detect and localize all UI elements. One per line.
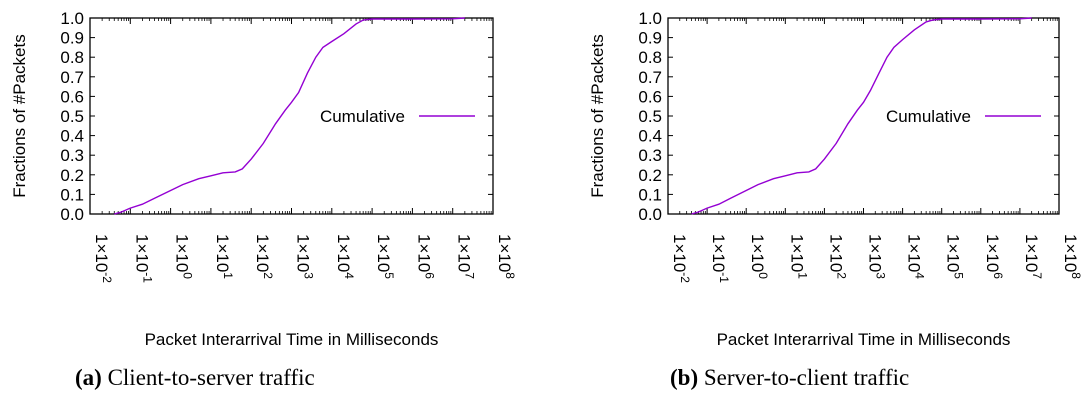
y-tick-label: 0.0 (638, 205, 662, 224)
y-tick-label: 0.8 (60, 48, 84, 67)
chart-b: 0.00.10.20.30.40.50.60.70.80.91.0 1×10-2 1… (588, 9, 1083, 349)
x-tick-label: 1×106 (983, 234, 1005, 279)
series-line-cumulative (114, 17, 465, 215)
y-tick-label: 1.0 (60, 9, 84, 28)
caption-text: Client-to-server traffic (107, 365, 315, 390)
x-tick-label: 1×100 (748, 234, 770, 279)
y-axis-label: Fractions of #Packets (10, 34, 29, 197)
x-tick-label: 1×107 (455, 234, 477, 279)
x-tick-label: 1×102 (253, 234, 275, 279)
y-tick-label: 0.2 (638, 166, 662, 185)
y-tick-label: 0.9 (638, 29, 662, 48)
x-tick-label: 1×100 (173, 234, 195, 279)
x-tick-label: 1×106 (414, 234, 436, 279)
y-tick-label: 0.7 (60, 68, 84, 87)
legend-label: Cumulative (320, 107, 405, 126)
x-tick-label: 1×108 (1061, 234, 1083, 279)
y-tick-label: 0.6 (60, 87, 84, 106)
x-tick-label: 1×103 (294, 234, 316, 279)
x-tick-label: 1×107 (1022, 234, 1044, 279)
chart-panel-b: 0.0 0.1 0.2 0.3 0.4 0.5 0.6 0.7 0.8 0.9 1.0 1×10-2 1… (578, 0, 1083, 401)
x-tick-label: 1×104 (905, 234, 927, 279)
x-tick-label: 1×105 (374, 234, 396, 279)
y-tick-label: 0.7 (638, 68, 662, 87)
y-tick-label: 0.9 (60, 29, 84, 48)
caption-text: Server-to-client traffic (703, 365, 910, 390)
y-tick-label: 0.2 (60, 166, 84, 185)
x-tick-label: 1×105 (944, 234, 966, 279)
chart-panel-a: 0.0 0.1 0.2 0.3 0.4 0.5 0.6 0.7 0.8 0.9 1.0 1×10-2 1… (0, 0, 541, 401)
y-tick-label: 0.0 (60, 205, 84, 224)
y-tick-label: 0.4 (638, 127, 662, 146)
x-axis-label: Packet Interarrival Time in Milliseconds (145, 330, 439, 349)
caption-tag: (a) (75, 365, 102, 390)
x-tick-label: 1×104 (334, 234, 356, 279)
y-tick-label: 0.5 (638, 107, 662, 126)
chart-a: 0.00.10.20.30.40.50.60.70.80.91.0 1×10-2 1… (10, 9, 517, 349)
caption-tag: (b) (670, 365, 699, 390)
x-axis-label: Packet Interarrival Time in Milliseconds (717, 330, 1011, 349)
x-tick-label: 1×102 (826, 234, 848, 279)
y-tick-label: 0.3 (638, 146, 662, 165)
x-tick-label: 1×101 (213, 234, 235, 279)
y-tick-label: 0.5 (60, 107, 84, 126)
legend-label: Cumulative (886, 107, 971, 126)
x-tick-label: 1×10-1 (132, 234, 154, 283)
caption-b: (b) Server-to-client traffic (670, 365, 909, 397)
y-tick-label: 0.1 (60, 185, 84, 204)
series-line-cumulative (691, 17, 1032, 215)
x-tick-label: 1×101 (787, 234, 809, 279)
y-tick-label: 0.1 (638, 185, 662, 204)
x-tick-label: 1×103 (866, 234, 888, 279)
y-tick-label: 0.4 (60, 127, 84, 146)
y-tick-label: 1.0 (638, 9, 662, 28)
y-axis-label: Fractions of #Packets (588, 34, 607, 197)
y-tick-label: 0.6 (638, 87, 662, 106)
y-tick-label: 0.8 (638, 48, 662, 67)
x-tick-label: 1×10-2 (670, 234, 692, 283)
x-tick-label: 1×10-2 (92, 234, 114, 283)
x-tick-label: 1×10-1 (709, 234, 731, 283)
y-tick-label: 0.3 (60, 146, 84, 165)
caption-a: (a) Client-to-server traffic (75, 365, 315, 397)
x-tick-label: 1×108 (495, 234, 517, 279)
